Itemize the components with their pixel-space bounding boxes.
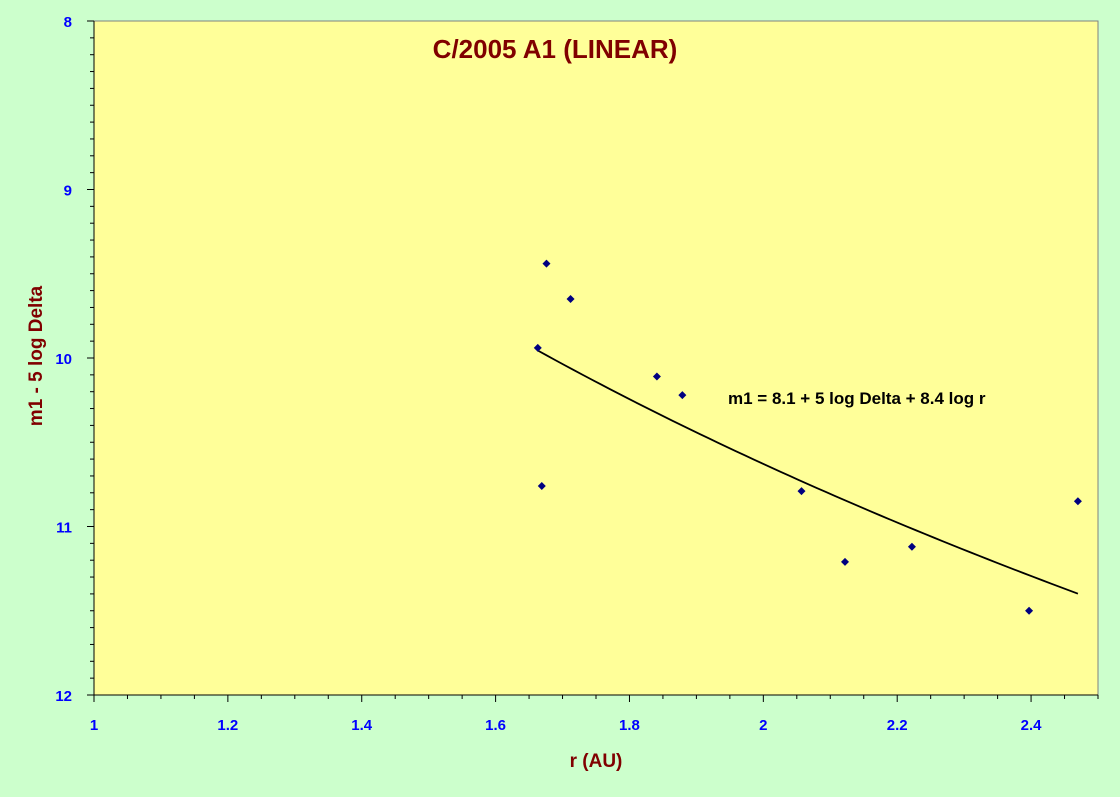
plot-area <box>93 20 1099 696</box>
y-tick-label: 12 <box>55 688 72 705</box>
x-tick-label: 2.4 <box>1021 717 1043 734</box>
y-tick-label: 9 <box>64 183 72 200</box>
x-tick-label: 1.8 <box>619 717 640 734</box>
data-point <box>840 557 849 566</box>
data-point <box>797 487 806 496</box>
fit-curve <box>537 349 1079 595</box>
fit-layer <box>537 349 1079 595</box>
x-tick-label: 1.2 <box>217 717 238 734</box>
data-point <box>542 259 551 268</box>
fit-annotation: m1 = 8.1 + 5 log Delta + 8.4 log r <box>728 389 986 408</box>
y-tick-label: 11 <box>56 520 72 537</box>
axes: 1 1.2 1.4 1.6 1.8 2 2.2 2.4 8 9 10 11 12 <box>55 14 1099 734</box>
chart-title: C/2005 A1 (LINEAR) <box>433 34 678 64</box>
y-axis-label: m1 - 5 log Delta <box>26 285 47 426</box>
data-point <box>1025 606 1034 615</box>
data-point <box>566 295 575 304</box>
y-tick-label: 10 <box>55 351 72 368</box>
data-point <box>537 482 546 491</box>
x-axis-label: r (AU) <box>570 751 623 772</box>
data-point <box>1073 497 1082 506</box>
data-point <box>533 343 542 352</box>
x-tick-label: 1 <box>90 717 98 734</box>
data-point <box>652 372 661 381</box>
y-tick-label: 8 <box>64 14 72 31</box>
points-layer <box>533 259 1082 615</box>
x-tick-label: 1.6 <box>485 717 506 734</box>
data-point <box>907 542 916 551</box>
x-tick-label: 2 <box>759 717 767 734</box>
x-tick-label: 1.4 <box>351 717 373 734</box>
data-point <box>678 391 687 400</box>
x-tick-label: 2.2 <box>887 717 908 734</box>
